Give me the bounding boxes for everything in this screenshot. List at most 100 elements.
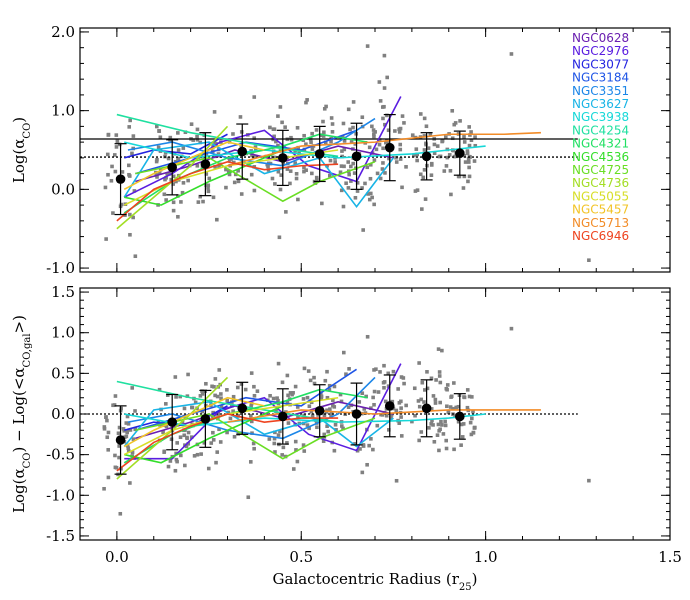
scatter-point bbox=[438, 400, 442, 405]
scatter-point bbox=[286, 393, 290, 398]
scatter-point bbox=[283, 125, 287, 129]
scatter-point bbox=[469, 432, 474, 437]
scatter-point bbox=[378, 370, 382, 374]
scatter-point bbox=[465, 388, 470, 392]
scatter-point bbox=[266, 164, 270, 169]
scatter-point bbox=[443, 419, 447, 424]
scatter-point bbox=[314, 175, 319, 180]
scatter-point bbox=[452, 447, 456, 452]
scatter-point bbox=[174, 457, 179, 462]
binned-means bbox=[114, 113, 466, 216]
scatter-point bbox=[267, 437, 272, 441]
scatter-point bbox=[341, 121, 346, 126]
scatter-point bbox=[460, 435, 465, 439]
scatter-point bbox=[165, 393, 170, 397]
scatter-point bbox=[380, 167, 385, 171]
scatter-point bbox=[118, 511, 123, 516]
y-tick-label: 0.0 bbox=[51, 405, 75, 423]
binned-mean-point bbox=[314, 149, 325, 159]
legend-entry: NGC4736 bbox=[572, 176, 629, 190]
scatter-point bbox=[360, 391, 365, 396]
scatter-point bbox=[113, 453, 117, 458]
scatter-point bbox=[325, 163, 329, 168]
scatter-point bbox=[333, 160, 337, 164]
scatter-point bbox=[365, 44, 370, 48]
scatter-point bbox=[434, 378, 438, 382]
scatter-point bbox=[173, 375, 178, 379]
scatter-point bbox=[348, 127, 352, 132]
scatter-point bbox=[360, 186, 364, 190]
scatter-point bbox=[415, 158, 419, 163]
y-tick-label: 1.0 bbox=[51, 324, 75, 342]
scatter-point bbox=[471, 409, 475, 414]
y-tick-label: 0.5 bbox=[51, 364, 75, 382]
y-axis-title: Log(αCO) bbox=[10, 117, 33, 183]
scatter-point bbox=[371, 447, 375, 452]
scatter-point bbox=[331, 398, 335, 403]
scatter-point bbox=[394, 478, 399, 483]
scatter-point bbox=[105, 435, 110, 440]
scatter-point bbox=[372, 368, 376, 372]
scatter-point bbox=[466, 179, 470, 184]
scatter-point bbox=[369, 437, 373, 441]
binned-mean-point bbox=[278, 411, 288, 422]
scatter-point bbox=[374, 367, 378, 371]
scatter-point bbox=[113, 394, 118, 398]
binned-mean-point bbox=[455, 411, 465, 422]
scatter-point bbox=[217, 427, 221, 432]
scatter-point bbox=[346, 186, 351, 190]
scatter-point bbox=[192, 454, 197, 458]
scatter-point bbox=[456, 419, 461, 424]
scatter-point bbox=[429, 163, 434, 167]
scatter-point bbox=[325, 395, 330, 400]
scatter-point bbox=[329, 116, 334, 120]
scatter-point bbox=[212, 385, 216, 389]
scatter-point bbox=[438, 380, 443, 385]
scatter-point bbox=[126, 446, 131, 450]
scatter-point bbox=[440, 139, 444, 144]
scatter-point bbox=[213, 141, 217, 146]
scatter-point bbox=[133, 427, 138, 432]
scatter-point bbox=[168, 459, 173, 463]
scatter-point bbox=[328, 158, 333, 163]
scatter-point bbox=[211, 430, 215, 435]
scatter-point bbox=[467, 143, 472, 148]
scatter-point bbox=[120, 170, 125, 174]
scatter-point bbox=[381, 116, 385, 121]
legend-entry: NGC3938 bbox=[572, 110, 629, 124]
scatter-point bbox=[445, 387, 449, 392]
scatter-point bbox=[413, 413, 417, 418]
scatter-point bbox=[105, 418, 109, 423]
scatter-point bbox=[112, 153, 117, 157]
scatter-point bbox=[128, 118, 132, 123]
scatter-point bbox=[509, 52, 514, 56]
binned-mean-point bbox=[384, 401, 395, 411]
scatter-point bbox=[315, 425, 319, 430]
scatter-point bbox=[422, 148, 427, 152]
scatter-point bbox=[425, 370, 429, 374]
scatter-point bbox=[312, 381, 317, 386]
y-axis: -1.5 -1.0 -0.5 0.0 0.5 1.0 1.5 bbox=[46, 283, 670, 545]
scatter-point bbox=[461, 186, 466, 190]
scatter-point bbox=[377, 80, 382, 84]
scatter-point bbox=[209, 441, 214, 445]
scatter-point bbox=[288, 391, 293, 395]
scatter-point bbox=[294, 448, 298, 452]
scatter-point bbox=[249, 404, 253, 408]
scatter-point bbox=[207, 176, 212, 181]
scatter-point bbox=[453, 413, 457, 418]
scatter-point bbox=[446, 410, 451, 414]
scatter-point bbox=[355, 181, 360, 185]
scatter-point bbox=[360, 470, 365, 475]
scatter-point bbox=[397, 127, 401, 132]
scatter-point bbox=[126, 449, 131, 453]
scatter-point bbox=[399, 406, 403, 410]
scatter-point bbox=[304, 100, 308, 105]
scatter-point bbox=[212, 110, 217, 114]
scatter-point bbox=[162, 192, 167, 197]
scatter-point bbox=[293, 439, 298, 444]
scatter-point bbox=[413, 189, 418, 193]
panel-bottom: -1.5 -1.0 -0.5 0.0 0.5 1.0 1.5 0.0 0.5 1.0 1.5 Log(… bbox=[10, 283, 682, 592]
scatter-point bbox=[253, 147, 258, 152]
